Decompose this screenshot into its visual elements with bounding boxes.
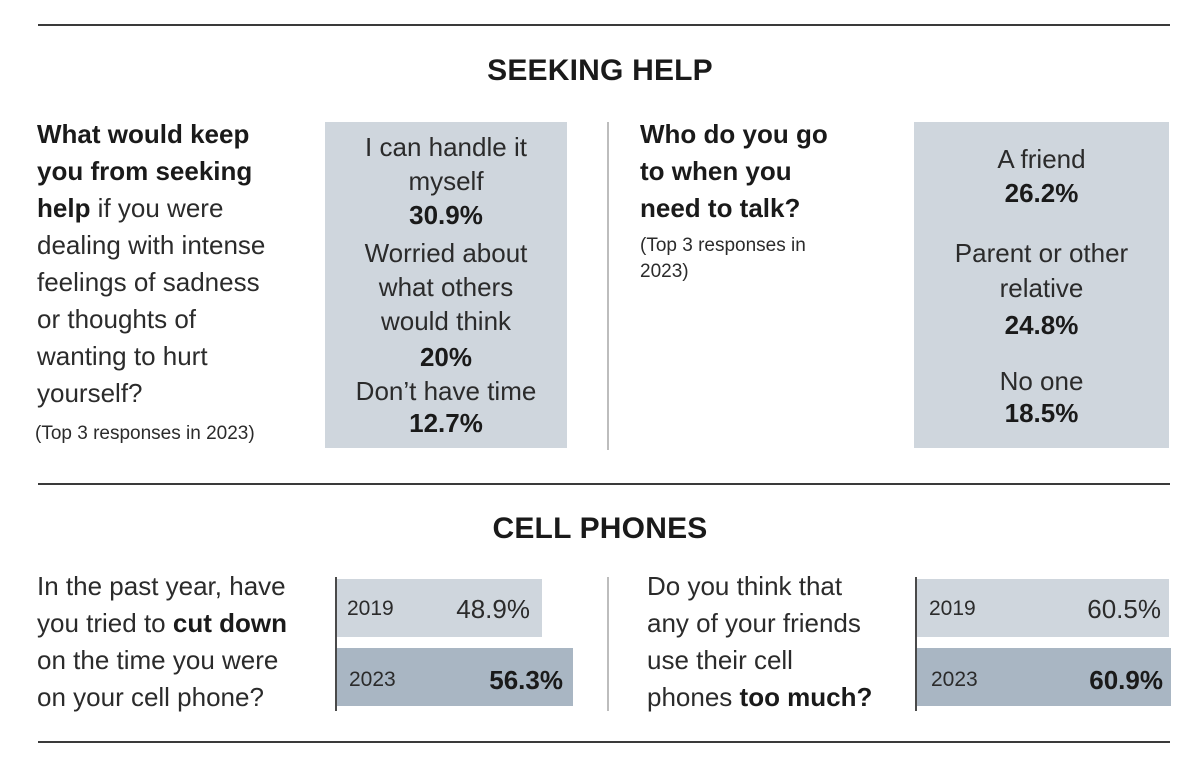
question-line-bold: help bbox=[37, 193, 91, 223]
bottom-rule bbox=[38, 741, 1170, 743]
cell-phones-right-question: Do you think that any of your friends us… bbox=[647, 568, 927, 716]
question-line: or thoughts of bbox=[37, 304, 196, 334]
question-line: wanting to hurt bbox=[37, 341, 208, 371]
bar-2019: 2019 48.9% bbox=[337, 579, 542, 637]
response-line: Worried about bbox=[364, 238, 528, 268]
cell-phones-left-bar-axis bbox=[335, 577, 337, 711]
question-line: yourself? bbox=[37, 378, 143, 408]
bar-value-label: 60.9% bbox=[1089, 665, 1163, 695]
bar-year-label: 2023 bbox=[931, 668, 978, 691]
response-percent: 20% bbox=[419, 342, 473, 372]
seeking-help-left-note: (Top 3 responses in 2023) bbox=[35, 423, 255, 444]
bar-value-label: 56.3% bbox=[489, 665, 563, 695]
response-percent: 30.9% bbox=[409, 200, 483, 230]
bar-year-label: 2023 bbox=[349, 668, 396, 691]
question-line: you from seeking bbox=[37, 156, 253, 186]
response-line: relative bbox=[999, 273, 1084, 303]
response-line: Parent or other bbox=[954, 238, 1129, 268]
question-line: What would keep bbox=[37, 119, 250, 149]
response-line: I can handle it bbox=[365, 132, 527, 162]
question-line: dealing with intense bbox=[37, 230, 266, 260]
question-line: on the time you were bbox=[37, 645, 279, 675]
cell-phones-divider bbox=[607, 577, 609, 711]
bar-2023: 2023 60.9% bbox=[917, 648, 1171, 706]
bar-2019: 2019 60.5% bbox=[917, 579, 1169, 637]
question-line: you tried to bbox=[37, 608, 173, 638]
seeking-help-right-question: Who do you go to when you need to talk? bbox=[640, 116, 900, 227]
response-line: what others bbox=[378, 272, 514, 302]
question-line-bold: cut down bbox=[172, 608, 287, 638]
question-line: Do you think that bbox=[647, 571, 843, 601]
bar-value-label: 48.9% bbox=[456, 594, 530, 624]
bar-value-label: 60.5% bbox=[1087, 594, 1161, 624]
question-line: if you were bbox=[90, 193, 224, 223]
seeking-help-left-responses-box: I can handle it myself 30.9% Worried abo… bbox=[325, 122, 567, 448]
cell-phones-right-bar-axis bbox=[915, 577, 917, 711]
bar-year-label: 2019 bbox=[929, 597, 976, 620]
response-line: No one bbox=[999, 366, 1084, 396]
question-line: any of your friends bbox=[647, 608, 861, 638]
question-line: need to talk? bbox=[640, 193, 801, 223]
response-percent: 24.8% bbox=[1004, 310, 1079, 340]
seeking-help-divider bbox=[607, 122, 609, 450]
note-line: (Top 3 responses in bbox=[640, 235, 806, 256]
response-line: would think bbox=[380, 306, 512, 336]
seeking-help-title: SEEKING HELP bbox=[487, 54, 713, 87]
question-line: on your cell phone? bbox=[37, 682, 264, 712]
cell-phones-left-question: In the past year, have you tried to cut … bbox=[37, 568, 337, 716]
question-line: to when you bbox=[640, 156, 792, 186]
question-line-bold: too much? bbox=[739, 682, 873, 712]
response-line: Don’t have time bbox=[355, 376, 537, 406]
response-line: A friend bbox=[997, 144, 1086, 174]
middle-rule bbox=[38, 483, 1170, 485]
seeking-help-left-question: What would keep you from seeking help if… bbox=[37, 116, 317, 412]
cell-phones-title: CELL PHONES bbox=[492, 512, 708, 545]
response-percent: 12.7% bbox=[409, 408, 483, 438]
question-line: phones bbox=[647, 682, 740, 712]
question-line: Who do you go bbox=[640, 119, 828, 149]
note-line: 2023) bbox=[640, 261, 689, 282]
response-percent: 26.2% bbox=[1004, 178, 1079, 208]
seeking-help-right-note: (Top 3 responses in 2023) bbox=[640, 233, 880, 285]
question-line: In the past year, have bbox=[37, 571, 286, 601]
seeking-help-right-responses-box: A friend 26.2% Parent or other relative … bbox=[914, 122, 1169, 448]
question-line: use their cell bbox=[647, 645, 793, 675]
bar-2023: 2023 56.3% bbox=[337, 648, 573, 706]
top-rule bbox=[38, 24, 1170, 26]
response-line: myself bbox=[408, 166, 484, 196]
bar-year-label: 2019 bbox=[347, 597, 394, 620]
question-line: feelings of sadness bbox=[37, 267, 260, 297]
response-percent: 18.5% bbox=[1004, 398, 1079, 428]
